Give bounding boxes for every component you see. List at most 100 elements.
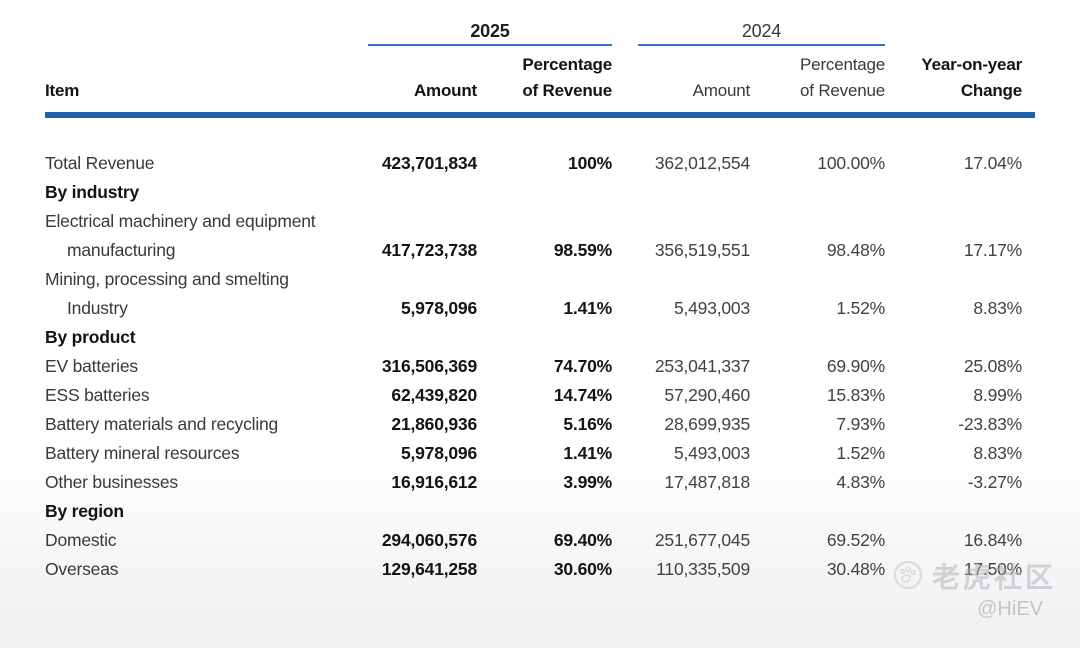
row-label: By product: [45, 327, 136, 347]
yoy-change: 16.84%: [963, 530, 1022, 550]
amount-2025: 294,060,576: [381, 530, 477, 550]
pct-of-revenue-2024: 100.00%: [817, 153, 885, 173]
table-row: Electrical machinery and equipment: [45, 207, 1035, 236]
pct-of-revenue-2024: [750, 323, 885, 352]
row-label: EV batteries: [45, 356, 138, 376]
yoy-change: [885, 323, 1035, 352]
pct-of-revenue-2024: [750, 265, 885, 294]
pct-of-revenue-2024: 69.52%: [826, 530, 885, 550]
yoy-change: 8.83%: [973, 443, 1022, 463]
yoy-change: 17.17%: [963, 240, 1022, 260]
table-row: Total Revenue 423,701,834 100% 362,012,554 1…: [45, 115, 1035, 178]
row-label: Battery mineral resources: [45, 443, 240, 463]
amount-2025: [368, 207, 477, 236]
row-label: Mining, processing and smelting: [45, 269, 289, 289]
yoy-change: [885, 497, 1035, 526]
amount-2025: [368, 323, 477, 352]
table-row: Other businesses 16,916,612 3.99% 17,487,81…: [45, 468, 1035, 497]
revenue-table: 2025 2024 Item Amount Percentage of Reve…: [45, 0, 1035, 584]
row-label: Electrical machinery and equipment: [45, 211, 316, 231]
section-header-row: By region: [45, 497, 1035, 526]
pct-of-revenue-2025: [477, 323, 612, 352]
row-label: Overseas: [45, 559, 119, 579]
row-label: ESS batteries: [45, 385, 150, 405]
table-row: Overseas 129,641,258 30.60% 110,335,509 30.4…: [45, 555, 1035, 584]
row-label: By industry: [45, 182, 140, 202]
yoy-change: [885, 178, 1035, 207]
pct-of-revenue-2025: [477, 178, 612, 207]
amount-2024: [612, 323, 750, 352]
row-label: Domestic: [45, 530, 117, 550]
group-2025-header: 2025: [368, 21, 612, 46]
column-header-amount-2025: Amount: [368, 46, 477, 118]
column-header-row: Item Amount Percentage of Revenue Amount…: [45, 46, 1035, 118]
amount-2024: 251,677,045: [654, 530, 750, 550]
amount-2024: [612, 178, 750, 207]
yoy-change: [885, 265, 1035, 294]
pct-of-revenue-2024: [750, 497, 885, 526]
amount-2025: 316,506,369: [381, 356, 477, 376]
pct-of-revenue-2025: 1.41%: [563, 443, 612, 463]
amount-2025: 423,701,834: [381, 153, 477, 173]
pct-of-revenue-2025: [477, 265, 612, 294]
amount-2025: 16,916,612: [391, 472, 477, 492]
pct-of-revenue-2024: 15.83%: [826, 385, 885, 405]
row-label: Battery materials and recycling: [45, 414, 279, 434]
amount-2025: 21,860,936: [391, 414, 477, 434]
pct-of-revenue-2025: 1.41%: [563, 298, 612, 318]
pct-of-revenue-2025: [477, 207, 612, 236]
amount-2025: 62,439,820: [391, 385, 477, 405]
amount-2024: 356,519,551: [654, 240, 750, 260]
column-header-amount-2024: Amount: [612, 46, 750, 118]
amount-2025: [368, 178, 477, 207]
pct-of-revenue-2025: 5.16%: [563, 414, 612, 434]
section-header-row: By product: [45, 323, 1035, 352]
pct-of-revenue-2025: 14.74%: [553, 385, 612, 405]
pct-of-revenue-2024: 1.52%: [836, 298, 885, 318]
amount-2024: 17,487,818: [664, 472, 750, 492]
amount-2025: [368, 265, 477, 294]
year-group-row: 2025 2024: [45, 0, 1035, 46]
pct-of-revenue-2025: 3.99%: [563, 472, 612, 492]
row-label: Total Revenue: [45, 153, 155, 173]
table-row: Industry 5,978,096 1.41% 5,493,003 1.52% 8.83…: [45, 294, 1035, 323]
watermark-handle: @HiEV: [977, 598, 1043, 620]
table-row: Mining, processing and smelting: [45, 265, 1035, 294]
amount-2024: 28,699,935: [664, 414, 750, 434]
amount-2025: [368, 497, 477, 526]
group-spacer: [885, 0, 1035, 46]
amount-2024: 57,290,460: [664, 385, 750, 405]
pct-of-revenue-2024: [750, 207, 885, 236]
yoy-change: 17.04%: [963, 153, 1022, 173]
pct-of-revenue-2025: 100%: [568, 153, 612, 173]
column-header-pct-2024: Percentage of Revenue: [750, 46, 885, 118]
table-row: ESS batteries 62,439,820 14.74% 57,290,460 1…: [45, 381, 1035, 410]
table-row: Battery materials and recycling 21,860,93…: [45, 410, 1035, 439]
amount-2025: 5,978,096: [400, 298, 477, 318]
yoy-change: 17.50%: [963, 559, 1022, 579]
amount-2024: [612, 207, 750, 236]
amount-2024: [612, 265, 750, 294]
amount-2025: 129,641,258: [381, 559, 477, 579]
amount-2024: 253,041,337: [654, 356, 750, 376]
pct-of-revenue-2024: 7.93%: [836, 414, 885, 434]
yoy-change: 8.99%: [973, 385, 1022, 405]
table-row: EV batteries 316,506,369 74.70% 253,041,337…: [45, 352, 1035, 381]
row-label: Industry: [67, 298, 128, 318]
pct-of-revenue-2024: 4.83%: [836, 472, 885, 492]
yoy-change: 8.83%: [973, 298, 1022, 318]
pct-of-revenue-2025: 74.70%: [553, 356, 612, 376]
row-label: By region: [45, 501, 124, 521]
yoy-change: 25.08%: [963, 356, 1022, 376]
amount-2024: 362,012,554: [654, 153, 750, 173]
amount-2024: 110,335,509: [656, 559, 750, 579]
pct-of-revenue-2024: 98.48%: [826, 240, 885, 260]
amount-2024: 5,493,003: [673, 443, 750, 463]
amount-2024: [612, 497, 750, 526]
section-header-row: By industry: [45, 178, 1035, 207]
pct-of-revenue-2024: 69.90%: [826, 356, 885, 376]
pct-of-revenue-2024: [750, 178, 885, 207]
row-label: manufacturing: [67, 240, 176, 260]
pct-of-revenue-2025: 69.40%: [553, 530, 612, 550]
column-header-pct-2025: Percentage of Revenue: [477, 46, 612, 118]
